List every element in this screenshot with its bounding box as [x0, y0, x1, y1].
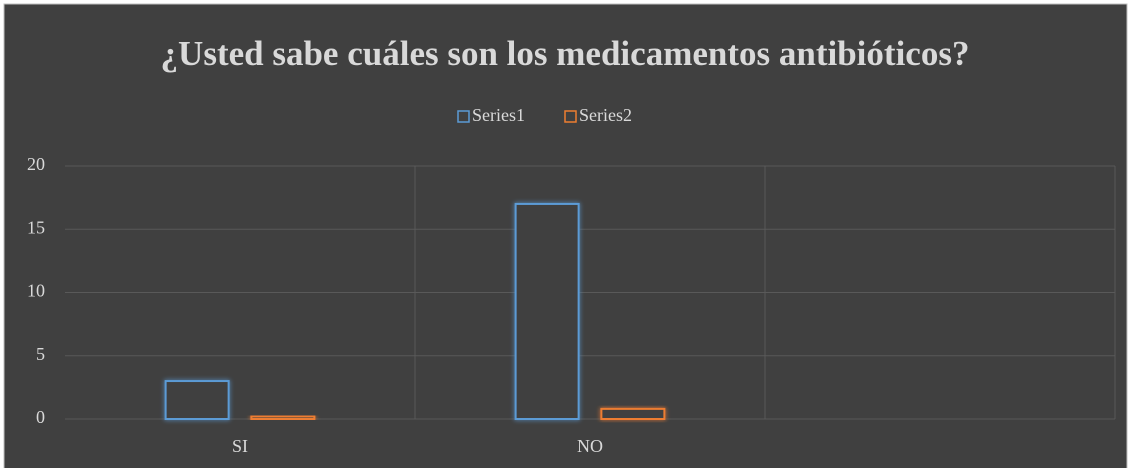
legend-label: Series1	[472, 105, 525, 125]
x-tick-label: NO	[577, 436, 603, 456]
y-tick-label: 5	[36, 344, 45, 364]
legend-label: Series2	[579, 105, 632, 125]
y-tick-label: 20	[27, 154, 45, 174]
y-tick-label: 10	[27, 281, 45, 301]
chart-title: ¿Usted sabe cuáles son los medicamentos …	[161, 34, 970, 73]
bar	[514, 202, 580, 420]
legend-marker	[564, 110, 577, 123]
bar	[164, 380, 230, 420]
y-tick-label: 15	[27, 217, 45, 237]
bar	[250, 415, 316, 421]
x-tick-label: SI	[232, 436, 248, 456]
y-tick-label: 0	[36, 407, 45, 427]
legend-marker	[457, 110, 470, 123]
bar	[600, 407, 666, 421]
